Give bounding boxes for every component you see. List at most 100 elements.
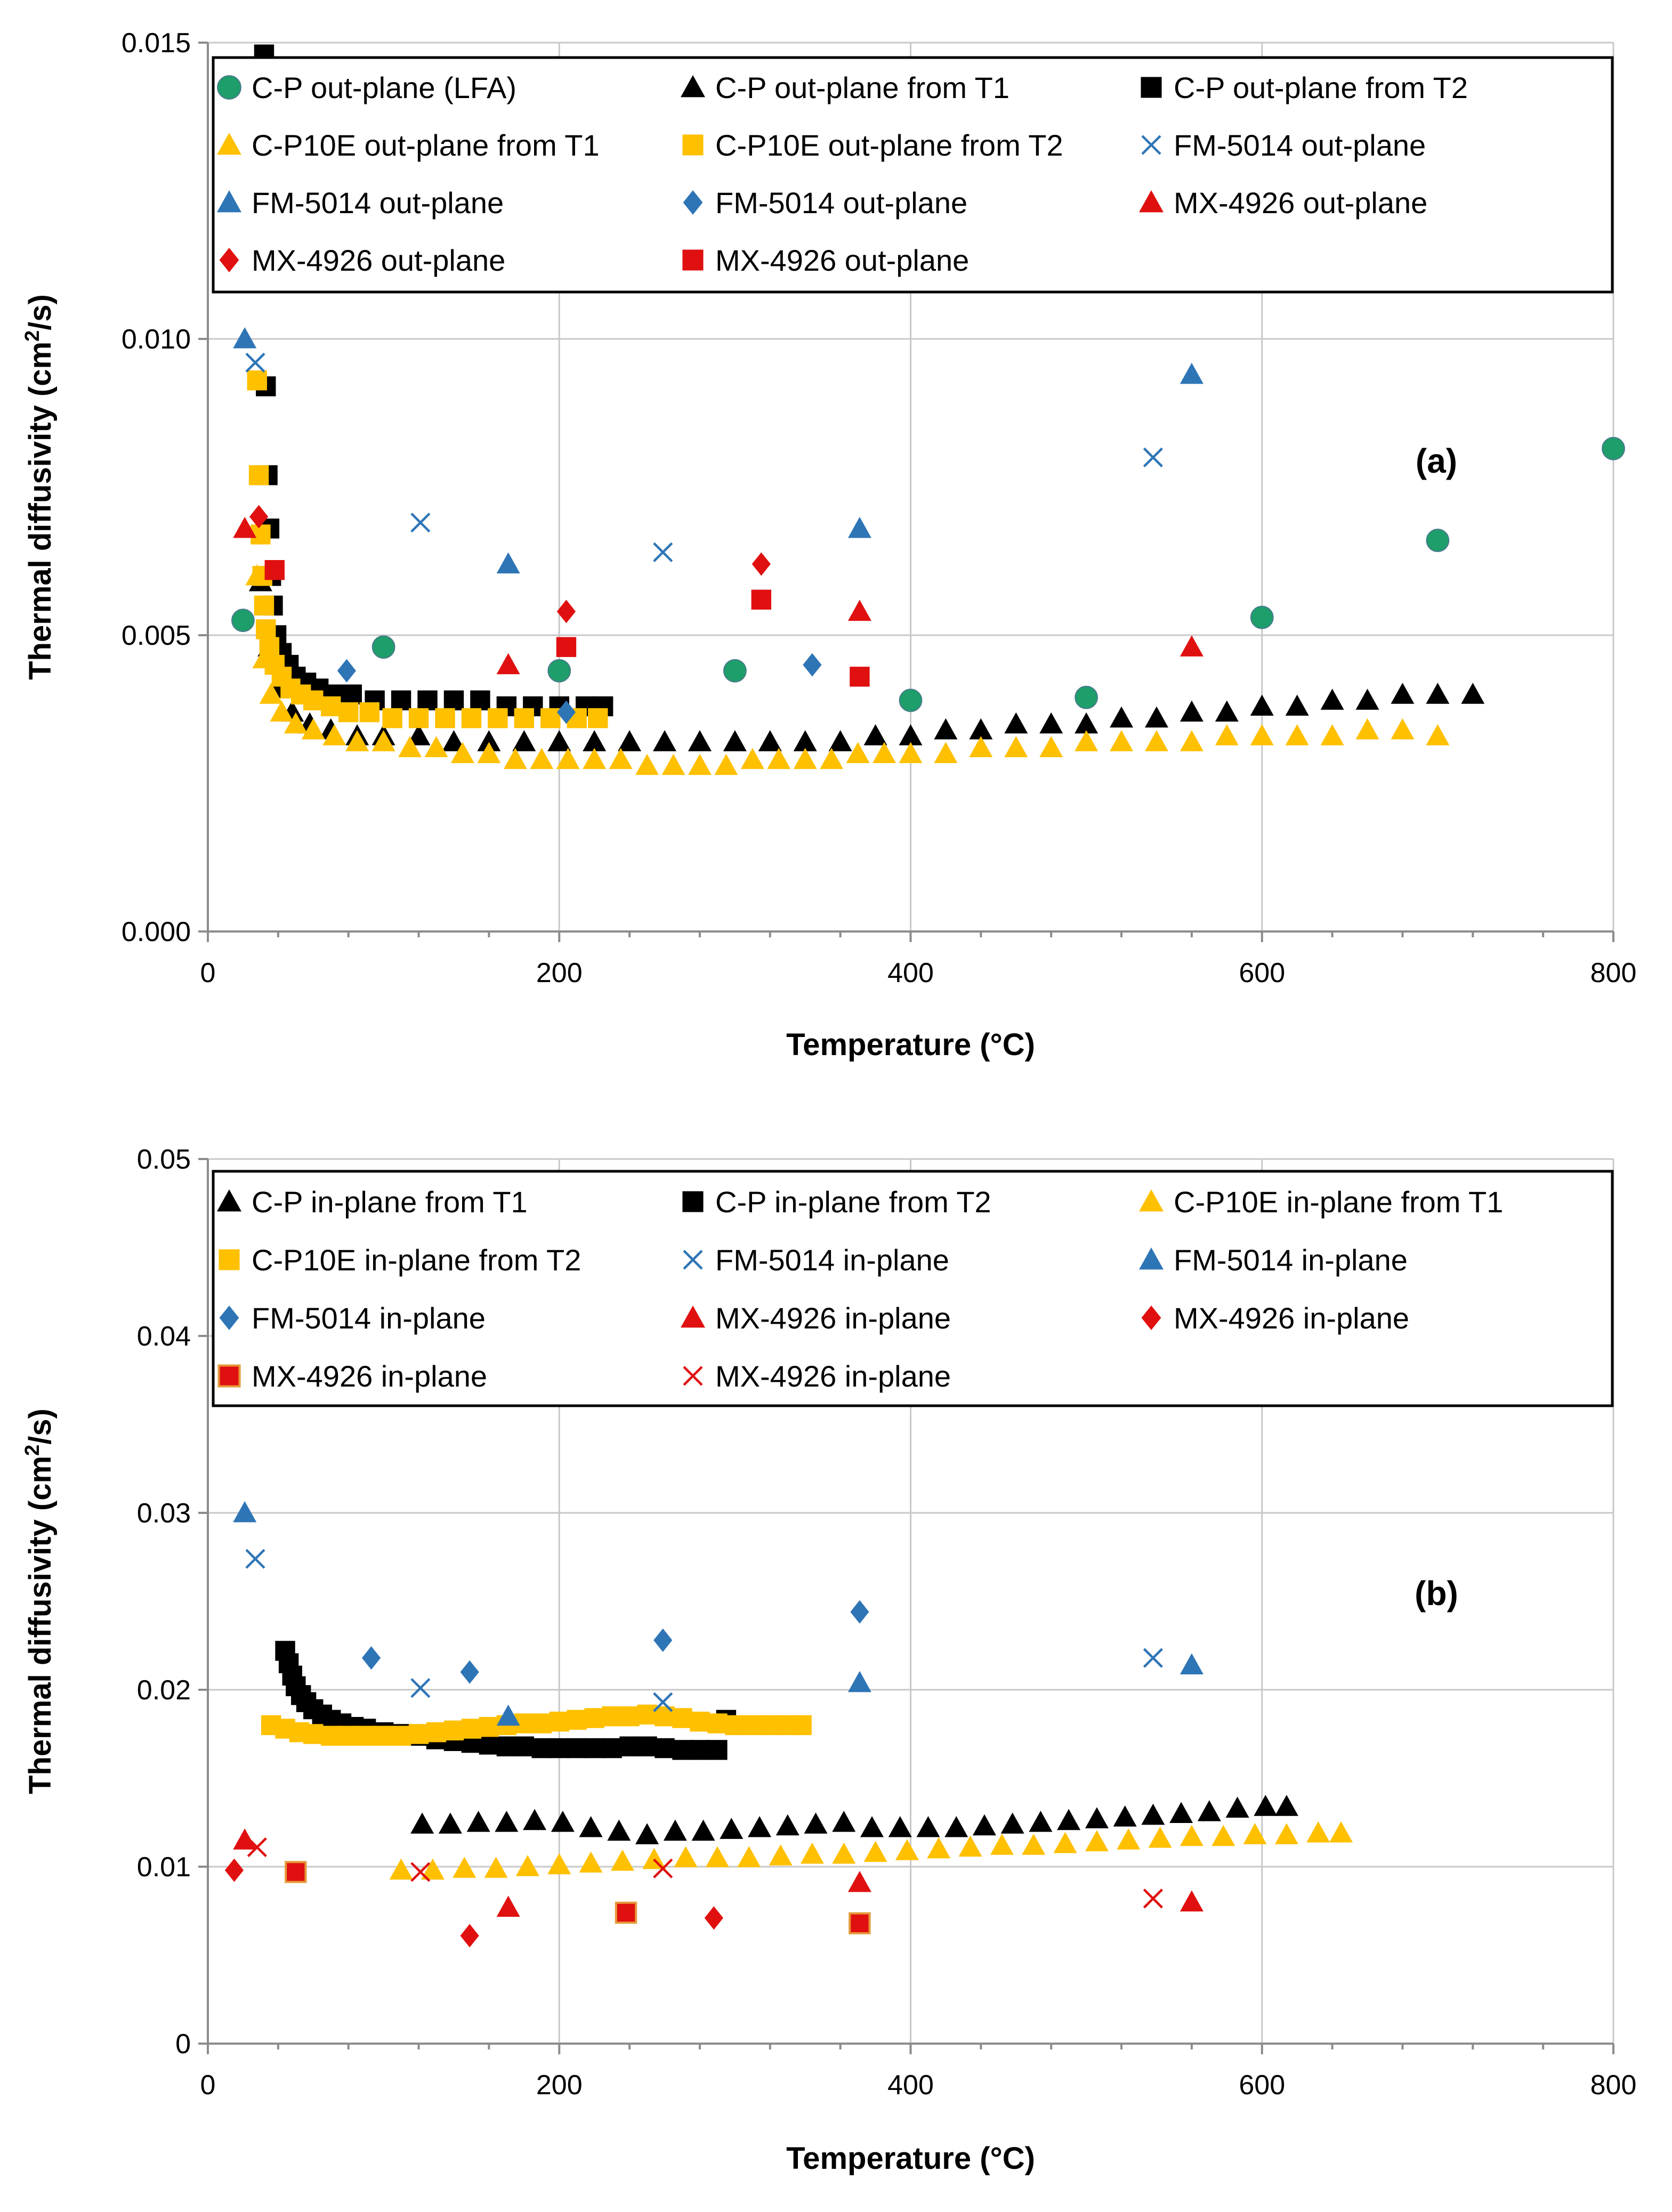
legend-label: C-P in-plane from T2 [715, 1185, 991, 1219]
data-point [1285, 694, 1309, 716]
data-point [707, 1740, 728, 1760]
x-tick-label: 600 [1239, 958, 1285, 988]
legend-item: FM-5014 out-plane [1141, 128, 1426, 162]
y-tick-label: 0.05 [137, 1144, 191, 1175]
x-tick-label: 200 [536, 958, 583, 988]
legend-label: FM-5014 out-plane [1174, 128, 1426, 162]
data-point [846, 742, 870, 763]
series-b-2 [389, 1821, 1353, 1880]
y-title-main: Thermal diffusivity (cm [23, 342, 58, 680]
data-point [338, 702, 359, 723]
data-point [256, 619, 276, 639]
data-point [321, 1725, 341, 1746]
legend-marker [681, 1306, 705, 1328]
data-point [690, 1712, 710, 1732]
data-point [688, 730, 712, 751]
data-point [233, 516, 257, 538]
legend-label: FM-5014 in-plane [252, 1301, 486, 1335]
data-point [895, 1839, 919, 1860]
data-point [410, 1862, 431, 1882]
data-point [531, 1738, 552, 1759]
legend-item: FM-5014 out-plane [217, 186, 504, 220]
y-title-end: /s) [23, 1408, 58, 1445]
data-point [503, 748, 527, 769]
data-point [674, 1846, 698, 1867]
legend-item: MX-4926 in-plane [217, 1359, 487, 1393]
legend-label: MX-4926 in-plane [715, 1359, 951, 1393]
legend-marker [217, 133, 241, 155]
data-point [1254, 1795, 1278, 1816]
data-point [1274, 1795, 1298, 1816]
series-a-0 [231, 436, 1625, 712]
data-point [408, 708, 429, 728]
data-point [1085, 1830, 1109, 1852]
data-point [322, 724, 346, 746]
data-point [407, 724, 431, 746]
data-point [888, 1816, 912, 1837]
data-point [588, 708, 608, 728]
data-point [438, 1812, 462, 1834]
legend-marker [683, 1366, 703, 1386]
legend-label: MX-4926 out-plane [252, 244, 505, 277]
legend-marker [1141, 135, 1161, 155]
data-point [259, 637, 280, 657]
legend-marker [217, 1189, 241, 1212]
data-point [1143, 447, 1163, 467]
data-point [421, 1858, 445, 1880]
data-point [1110, 706, 1134, 728]
data-point [284, 712, 308, 734]
data-point [704, 1906, 723, 1930]
data-point [496, 552, 520, 574]
series-a-3 [245, 564, 1450, 775]
data-point [303, 690, 324, 711]
data-point [850, 667, 870, 687]
data-point [1075, 730, 1098, 751]
data-point [1250, 724, 1274, 746]
data-point [512, 730, 536, 751]
chart-b: 0 0.01 0.02 0.03 0.04 0.05 0 200 400 600 800 Temper… [21, 1144, 1636, 2176]
series-a-5 [245, 352, 1163, 562]
data-point [391, 690, 411, 711]
series-b-10 [247, 1837, 1163, 1909]
data-point [934, 718, 958, 740]
series-b-8 [224, 1858, 723, 1948]
data-point [356, 1725, 376, 1746]
data-point [249, 505, 269, 529]
legend-label: MX-4926 out-plane [715, 244, 969, 277]
legend-label: C-P in-plane from T1 [252, 1185, 528, 1219]
data-point [690, 1740, 710, 1760]
data-point [1075, 685, 1098, 709]
series-b-3 [261, 1704, 812, 1746]
legend-label: C-P10E in-plane from T2 [252, 1243, 581, 1277]
series-a-7 [337, 653, 822, 724]
legend-item: FM-5014 out-plane [683, 186, 967, 220]
data-point [969, 718, 993, 740]
data-point [602, 1738, 622, 1759]
x-axis-title: Temperature (°C) [786, 1027, 1035, 1062]
data-point [549, 1738, 569, 1759]
data-point [389, 1858, 413, 1880]
data-point [828, 730, 852, 751]
legend-item: C-P in-plane from T1 [217, 1185, 528, 1219]
data-point [655, 1738, 675, 1759]
legend-marker [682, 249, 704, 271]
data-point [567, 1709, 587, 1730]
y-tick-label: 0 [175, 2029, 191, 2060]
data-point [408, 1724, 429, 1744]
panel-label-b: (b) [1415, 1574, 1458, 1613]
legend-marker [1141, 1306, 1161, 1330]
data-point [424, 736, 448, 757]
data-point [740, 748, 764, 769]
data-point [460, 1924, 479, 1948]
data-point [1391, 718, 1415, 740]
data-point [1144, 706, 1168, 728]
data-point [371, 635, 395, 659]
data-point [247, 370, 267, 391]
data-point [245, 352, 265, 373]
data-point [1169, 1802, 1193, 1823]
data-point [607, 1819, 631, 1841]
data-point [496, 1736, 517, 1756]
data-point [556, 599, 576, 623]
data-point [496, 1895, 520, 1917]
